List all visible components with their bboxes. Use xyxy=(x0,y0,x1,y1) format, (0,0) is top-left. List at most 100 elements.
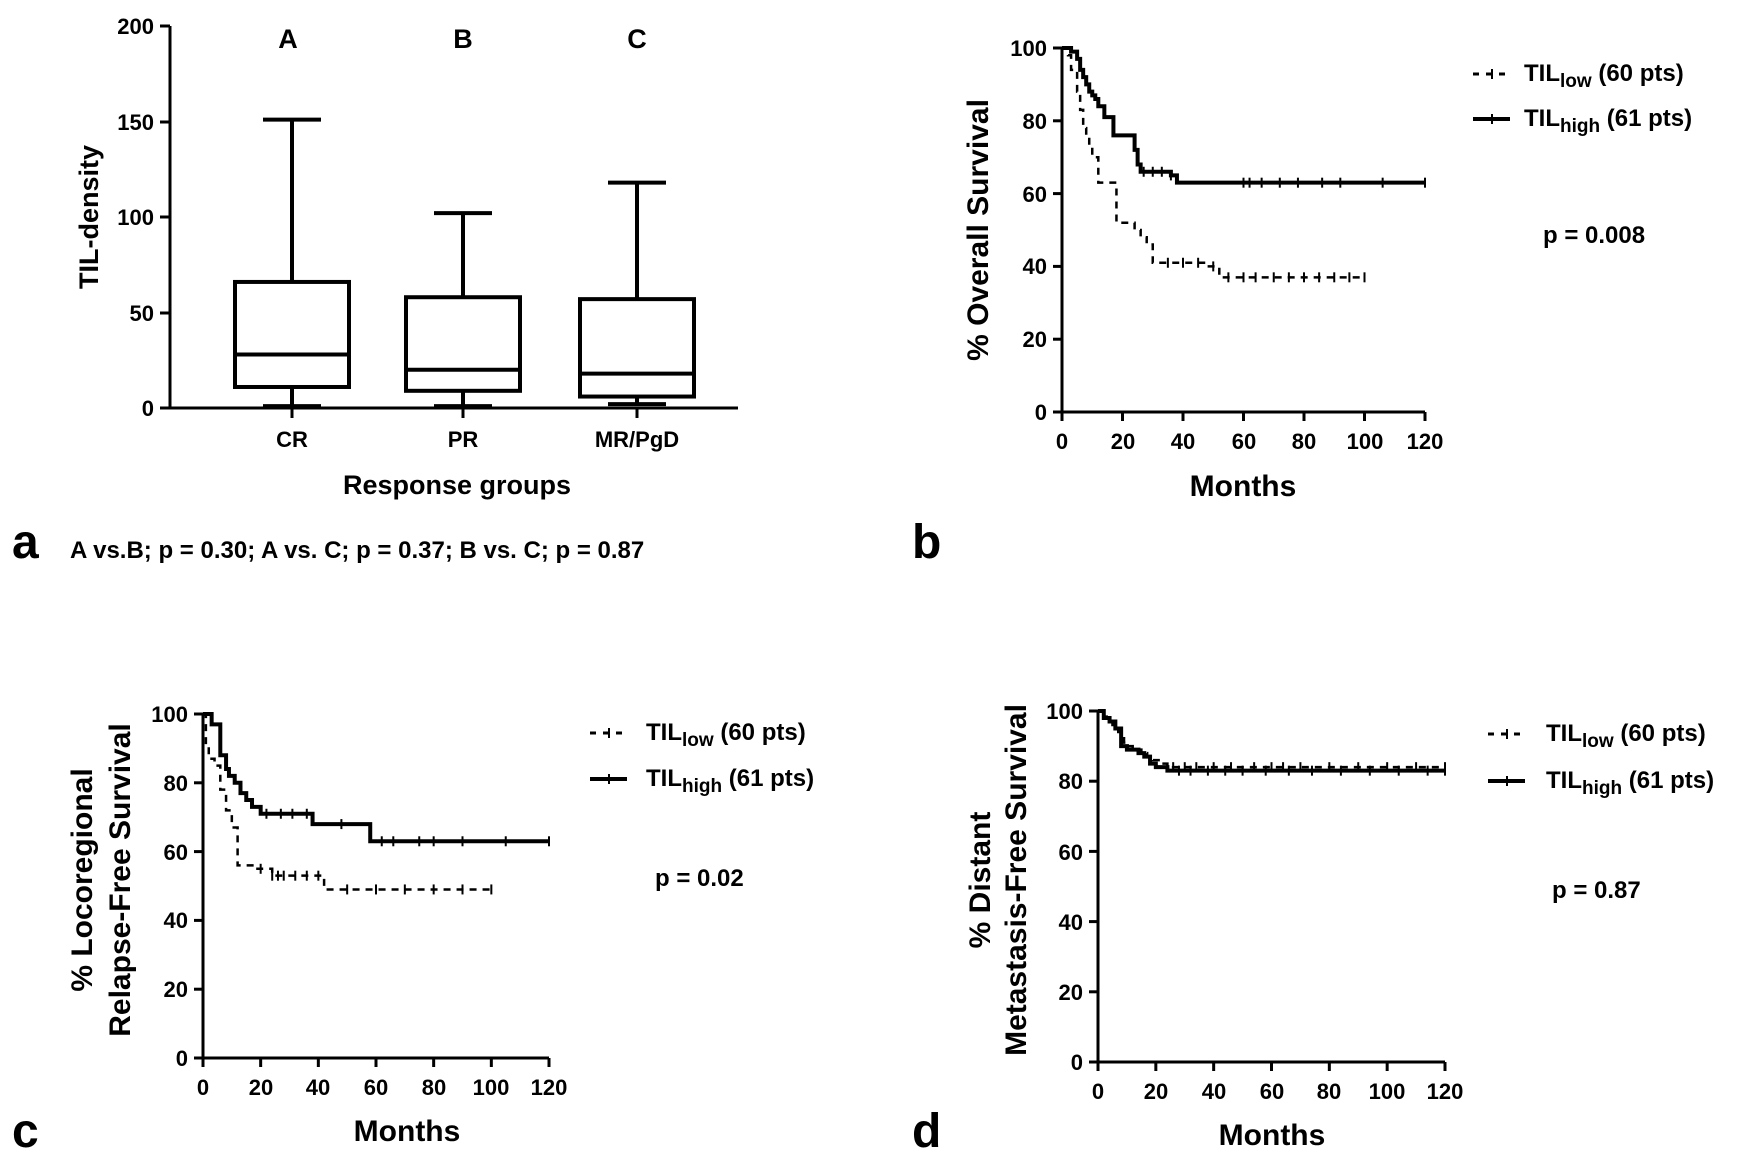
box-iqr xyxy=(404,295,522,393)
panel-c-pvalue: p = 0.02 xyxy=(655,865,744,892)
panel-b-legend: TILlow (60 pts) TILhigh (61 pts) xyxy=(1473,60,1692,137)
panel-c-legend-label-high: TILhigh (61 pts) xyxy=(646,765,814,797)
panel-d-x-axis-title: Months xyxy=(1219,1119,1326,1152)
panel-b-y-tick-label: 40 xyxy=(1023,254,1047,279)
panel-a-group-letter: A xyxy=(278,24,298,54)
panel-a-group-letter: B xyxy=(453,24,473,54)
panel-a-boxes xyxy=(233,117,696,409)
panel-b-x-tick-label: 100 xyxy=(1347,429,1384,454)
panel-d-y-axis-title-line1: % Distant xyxy=(964,812,997,949)
panel-d-x-tick-label: 20 xyxy=(1144,1079,1168,1104)
panel-c-series-til-high xyxy=(203,712,550,847)
panel-a-box-2 xyxy=(404,211,522,409)
panel-b-x-tick-label: 40 xyxy=(1171,429,1195,454)
panel-b-y-tick-label: 100 xyxy=(1010,36,1047,61)
panel-a-y-tick-label: 0 xyxy=(142,396,154,421)
panel-a-y-tick-label: 50 xyxy=(130,301,154,326)
panel-c-x-tick-label: 60 xyxy=(364,1075,388,1100)
panel-a-category-label: CR xyxy=(276,427,308,452)
panel-d-y-axis-title-line2: Metastasis-Free Survival xyxy=(1000,704,1033,1056)
panel-b-y-tick-label: 80 xyxy=(1023,109,1047,134)
panel-c-x-tick-label: 80 xyxy=(422,1075,446,1100)
panel-d-legend-label-low: TILlow (60 pts) xyxy=(1546,720,1706,752)
survival-curve xyxy=(1098,709,1445,773)
panel-d-series-til-high xyxy=(1098,709,1446,776)
panel-d-y-tick-label: 40 xyxy=(1059,910,1083,935)
panel-b-x-tick-label: 120 xyxy=(1407,429,1444,454)
panel-b-x-tick-label: 60 xyxy=(1232,429,1256,454)
panel-d-distant-metastasis-free-survival: 0 20 40 60 80 100 120 0 20 40 60 80 100 … xyxy=(964,699,1714,1152)
panel-b-y-tick-label: 0 xyxy=(1035,400,1047,425)
panel-d-x-tick-label: 120 xyxy=(1427,1079,1464,1104)
panel-b-series-til-low xyxy=(1062,46,1366,283)
panel-a-box-3 xyxy=(578,180,696,407)
panel-a-comparison-pvalues: A vs.B; p = 0.30; A vs. C; p = 0.37; B v… xyxy=(70,537,644,564)
panel-a-y-axis-title: TIL-density xyxy=(74,145,104,289)
panel-letter-d: d xyxy=(912,1105,941,1158)
survival-curve xyxy=(1062,46,1425,185)
panel-d-x-tick-label: 40 xyxy=(1202,1079,1226,1104)
panel-c-x-tick-label: 120 xyxy=(531,1075,568,1100)
panel-c-y-tick-label: 20 xyxy=(164,977,188,1002)
panel-b-x-tick-label: 0 xyxy=(1056,429,1068,454)
panel-d-x-tick-label: 0 xyxy=(1092,1079,1104,1104)
panel-b-y-tick-label: 20 xyxy=(1023,327,1047,352)
panel-a-y-tick-label: 200 xyxy=(117,14,154,39)
panel-b-y-tick-label: 60 xyxy=(1023,182,1047,207)
panel-d-y-tick-label: 60 xyxy=(1059,840,1083,865)
panel-a-x-axis: CR PR MR/PgD Response groups xyxy=(170,406,738,500)
panel-c-y-tick-label: 0 xyxy=(176,1046,188,1071)
panel-b-overall-survival: 0 20 40 60 80 100 120 0 20 40 60 80 100 … xyxy=(962,36,1692,503)
panel-c-y-tick-label: 100 xyxy=(151,702,188,727)
panel-d-x-tick-label: 60 xyxy=(1260,1079,1284,1104)
panel-c-y-tick-label: 40 xyxy=(164,908,188,933)
panel-letter-c: c xyxy=(12,1105,39,1158)
panel-c-y-tick-label: 60 xyxy=(164,840,188,865)
panel-d-x-tick-label: 80 xyxy=(1317,1079,1341,1104)
panel-d-legend-label-high: TILhigh (61 pts) xyxy=(1546,767,1714,799)
panel-c-curves xyxy=(203,712,550,895)
panel-b-ticks xyxy=(1053,46,1427,421)
box-iqr xyxy=(233,279,351,389)
panel-b-y-axis-title: % Overall Survival xyxy=(962,99,995,361)
panel-c-x-tick-label: 20 xyxy=(249,1075,273,1100)
panel-a-y-axis: 0 50 100 150 200 TIL-density xyxy=(74,14,172,421)
panel-d-y-tick-label: 100 xyxy=(1046,699,1083,724)
panel-a-x-axis-title: Response groups xyxy=(343,470,571,500)
panel-d-y-tick-label: 80 xyxy=(1059,769,1083,794)
panel-d-x-tick-label: 100 xyxy=(1369,1079,1406,1104)
panel-d-pvalue: p = 0.87 xyxy=(1552,877,1641,904)
panel-a-y-tick-label: 100 xyxy=(117,205,154,230)
panel-a-category-label: PR xyxy=(448,427,479,452)
panel-a-y-tick-label: 150 xyxy=(117,110,154,135)
panel-c-ticks xyxy=(194,712,551,1067)
panel-d-ticks xyxy=(1089,709,1447,1071)
panel-b-legend-label-low: TILlow (60 pts) xyxy=(1524,60,1684,92)
panel-a-category-label: MR/PgD xyxy=(595,427,679,452)
panel-c-legend-label-low: TILlow (60 pts) xyxy=(646,719,806,751)
panel-letter-a: a xyxy=(12,516,39,569)
survival-curve xyxy=(203,712,549,844)
panel-d-y-tick-label: 20 xyxy=(1059,980,1083,1005)
survival-curve xyxy=(1062,46,1365,279)
panel-a-boxplot: 0 50 100 150 200 TIL-density CR PR MR/Pg… xyxy=(74,14,738,500)
panel-c-x-tick-label: 100 xyxy=(473,1075,510,1100)
panel-d-curves xyxy=(1098,709,1446,776)
panel-d-y-tick-label: 0 xyxy=(1071,1050,1083,1075)
panel-b-series-til-high xyxy=(1062,46,1426,188)
panel-b-pvalue: p = 0.008 xyxy=(1543,222,1645,249)
panel-c-y-axis-title-line2: Relapse-Free Survival xyxy=(104,723,137,1037)
panel-letter-b: b xyxy=(912,516,941,569)
panel-d-legend: TILlow (60 pts) TILhigh (61 pts) xyxy=(1488,720,1714,799)
panel-b-x-axis-title: Months xyxy=(1190,470,1297,503)
panel-a-box-1 xyxy=(233,117,351,409)
panel-c-y-tick-label: 80 xyxy=(164,771,188,796)
box-iqr xyxy=(578,297,696,399)
panel-b-curves xyxy=(1062,46,1426,283)
panel-c-x-tick-label: 0 xyxy=(197,1075,209,1100)
panel-c-y-axis-title-line1: % Locoregional xyxy=(66,768,99,991)
panel-c-series-til-low xyxy=(203,712,493,895)
panel-b-x-tick-label: 80 xyxy=(1292,429,1316,454)
panel-c-x-axis-title: Months xyxy=(354,1115,461,1148)
